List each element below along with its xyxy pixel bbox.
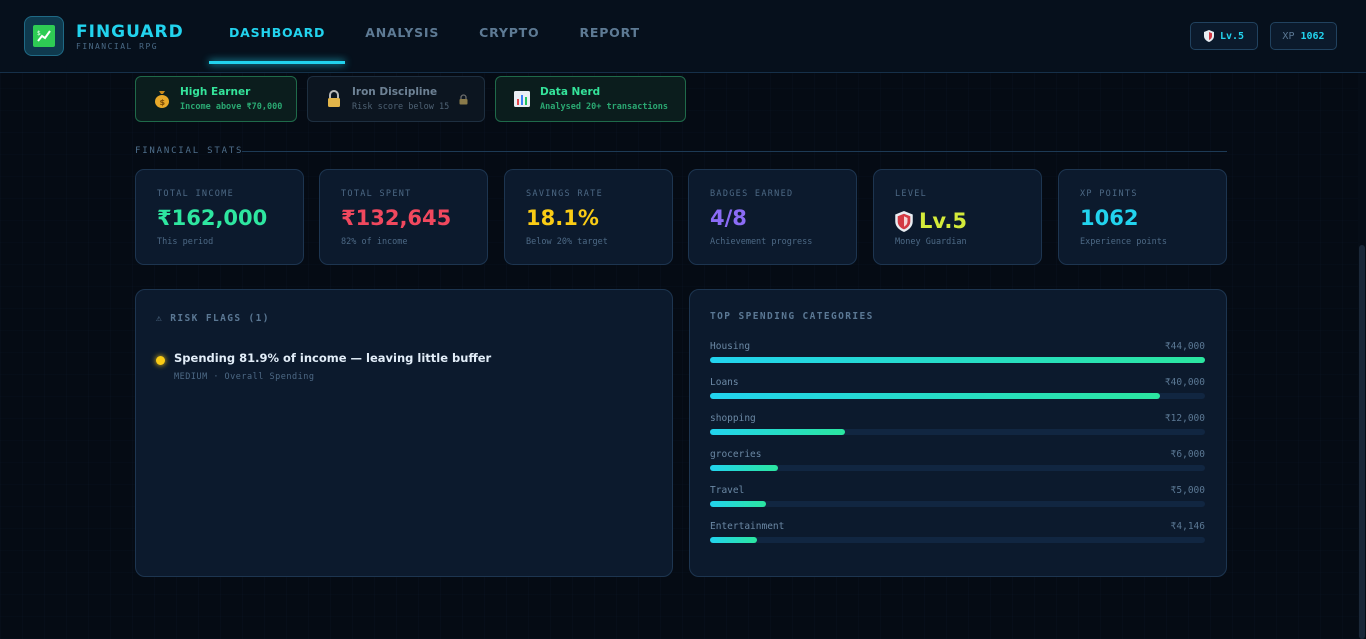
category-bar-fill: [710, 429, 845, 435]
main-nav: DASHBOARD ANALYSIS CRYPTO REPORT: [209, 0, 660, 73]
achievement-high-earner[interactable]: $ High Earner Income above ₹70,000: [135, 76, 297, 122]
category-row: Housing ₹44,000: [710, 341, 1205, 377]
stat-sub: Money Guardian: [895, 237, 967, 247]
category-bar-track: [710, 501, 1205, 507]
stat-card-total-spent: TOTAL SPENT ₹132,645 82% of income: [319, 169, 488, 265]
category-name: Travel: [710, 485, 745, 496]
tab-report[interactable]: REPORT: [579, 24, 640, 40]
svg-text:$: $: [160, 98, 166, 107]
stat-sub: Achievement progress: [710, 237, 813, 247]
category-name: shopping: [710, 413, 756, 424]
category-row: Entertainment ₹4,146: [710, 521, 1205, 557]
page-scrollbar[interactable]: [1358, 73, 1366, 639]
category-name: Housing: [710, 341, 751, 352]
stat-value: 1062: [1080, 206, 1139, 230]
brand-subtitle: FINANCIAL RPG: [76, 42, 159, 51]
shield-icon: [895, 210, 913, 232]
risk-severity-dot: [156, 356, 165, 365]
stat-label: TOTAL SPENT: [341, 189, 412, 199]
achievement-data-nerd[interactable]: Data Nerd Analysed 20+ transactions: [495, 76, 686, 122]
locked-lock-icon: [459, 94, 468, 108]
category-amount: ₹44,000: [1164, 341, 1205, 352]
risk-flag-text: Spending 81.9% of income — leaving littl…: [174, 351, 492, 365]
section-divider: [242, 151, 1227, 152]
stat-label: BADGES EARNED: [710, 189, 794, 199]
stat-card-xp-points: XP POINTS 1062 Experience points: [1058, 169, 1227, 265]
stat-sub: Below 20% target: [526, 237, 608, 247]
chart-trend-icon: $: [33, 25, 55, 47]
xp-chip-label: XP: [1282, 30, 1295, 42]
category-bar-track: [710, 357, 1205, 363]
top-header: $ FINGUARD FINANCIAL RPG DASHBOARD ANALY…: [0, 0, 1366, 73]
top-spending-title: TOP SPENDING CATEGORIES: [710, 311, 874, 322]
svg-text:$: $: [37, 30, 41, 37]
achievement-desc: Analysed 20+ transactions: [540, 102, 668, 112]
xp-chip[interactable]: XP 1062: [1270, 22, 1337, 50]
achievement-desc: Income above ₹70,000: [180, 102, 283, 112]
level-chip-value: Lv.5: [1219, 30, 1245, 42]
category-row: Travel ₹5,000: [710, 485, 1205, 521]
category-bar-fill: [710, 393, 1160, 399]
level-value: Lv.5: [919, 209, 967, 233]
stat-label: LEVEL: [895, 189, 928, 199]
stat-sub: 82% of income: [341, 237, 408, 247]
category-name: groceries: [710, 449, 762, 460]
risk-flag-meta: MEDIUM · Overall Spending: [174, 372, 315, 382]
bar-chart-icon: [510, 91, 534, 107]
stat-label: TOTAL INCOME: [157, 189, 235, 199]
logo[interactable]: $: [24, 16, 64, 56]
lock-icon: [322, 90, 346, 108]
category-amount: ₹4,146: [1170, 521, 1205, 532]
achievement-title: Iron Discipline: [352, 86, 438, 98]
stat-value: ₹132,645: [341, 206, 452, 230]
category-bar-fill: [710, 501, 767, 507]
stat-card-total-income: TOTAL INCOME ₹162,000 This period: [135, 169, 304, 265]
achievement-title: Data Nerd: [540, 86, 601, 98]
category-name: Loans: [710, 377, 739, 388]
stat-label: SAVINGS RATE: [526, 189, 604, 199]
category-bar-track: [710, 429, 1205, 435]
category-bar-fill: [710, 465, 778, 471]
stat-card-level: LEVEL Lv.5 Money Guardian: [873, 169, 1042, 265]
category-row: shopping ₹12,000: [710, 413, 1205, 449]
stat-value: 4/8: [710, 206, 747, 230]
category-bar-track: [710, 393, 1205, 399]
category-amount: ₹12,000: [1164, 413, 1205, 424]
risk-flags-panel: ⚠ RISK FLAGS (1) Spending 81.9% of incom…: [135, 289, 673, 577]
stat-value-row: Lv.5: [895, 208, 967, 233]
category-bar-fill: [710, 357, 1205, 363]
stat-value: ₹162,000: [157, 206, 268, 230]
category-amount: ₹5,000: [1170, 485, 1205, 496]
brand-name: FINGUARD: [76, 22, 184, 42]
stat-label: XP POINTS: [1080, 189, 1138, 199]
category-bar-track: [710, 537, 1205, 543]
top-spending-panel: TOP SPENDING CATEGORIES Housing ₹44,000 Lo…: [689, 289, 1227, 577]
tab-crypto[interactable]: CRYPTO: [479, 24, 540, 40]
stat-sub: This period: [157, 237, 214, 247]
xp-chip-value: 1062: [1300, 30, 1325, 42]
stat-sub: Experience points: [1080, 237, 1167, 247]
money-bag-icon: $: [150, 90, 174, 108]
section-label-financial-stats: FINANCIAL STATS: [135, 146, 244, 156]
stat-value: 18.1%: [526, 206, 599, 230]
level-chip[interactable]: Lv.5: [1190, 22, 1258, 50]
achievement-title: High Earner: [180, 86, 251, 98]
category-row: Loans ₹40,000: [710, 377, 1205, 413]
achievement-desc: Risk score below 15: [352, 102, 450, 112]
category-bar-track: [710, 465, 1205, 471]
achievement-iron-discipline[interactable]: Iron Discipline Risk score below 15: [307, 76, 485, 122]
category-row: groceries ₹6,000: [710, 449, 1205, 485]
category-bar-fill: [710, 537, 757, 543]
stat-card-savings-rate: SAVINGS RATE 18.1% Below 20% target: [504, 169, 673, 265]
tab-analysis[interactable]: ANALYSIS: [365, 24, 440, 40]
stat-card-badges-earned: BADGES EARNED 4/8 Achievement progress: [688, 169, 857, 265]
scrollbar-thumb[interactable]: [1359, 245, 1365, 639]
category-amount: ₹40,000: [1164, 377, 1205, 388]
category-amount: ₹6,000: [1170, 449, 1205, 460]
tab-dashboard[interactable]: DASHBOARD: [209, 0, 346, 64]
shield-icon: [1203, 30, 1214, 42]
category-name: Entertainment: [710, 521, 785, 532]
risk-flags-title: ⚠ RISK FLAGS (1): [156, 313, 270, 324]
